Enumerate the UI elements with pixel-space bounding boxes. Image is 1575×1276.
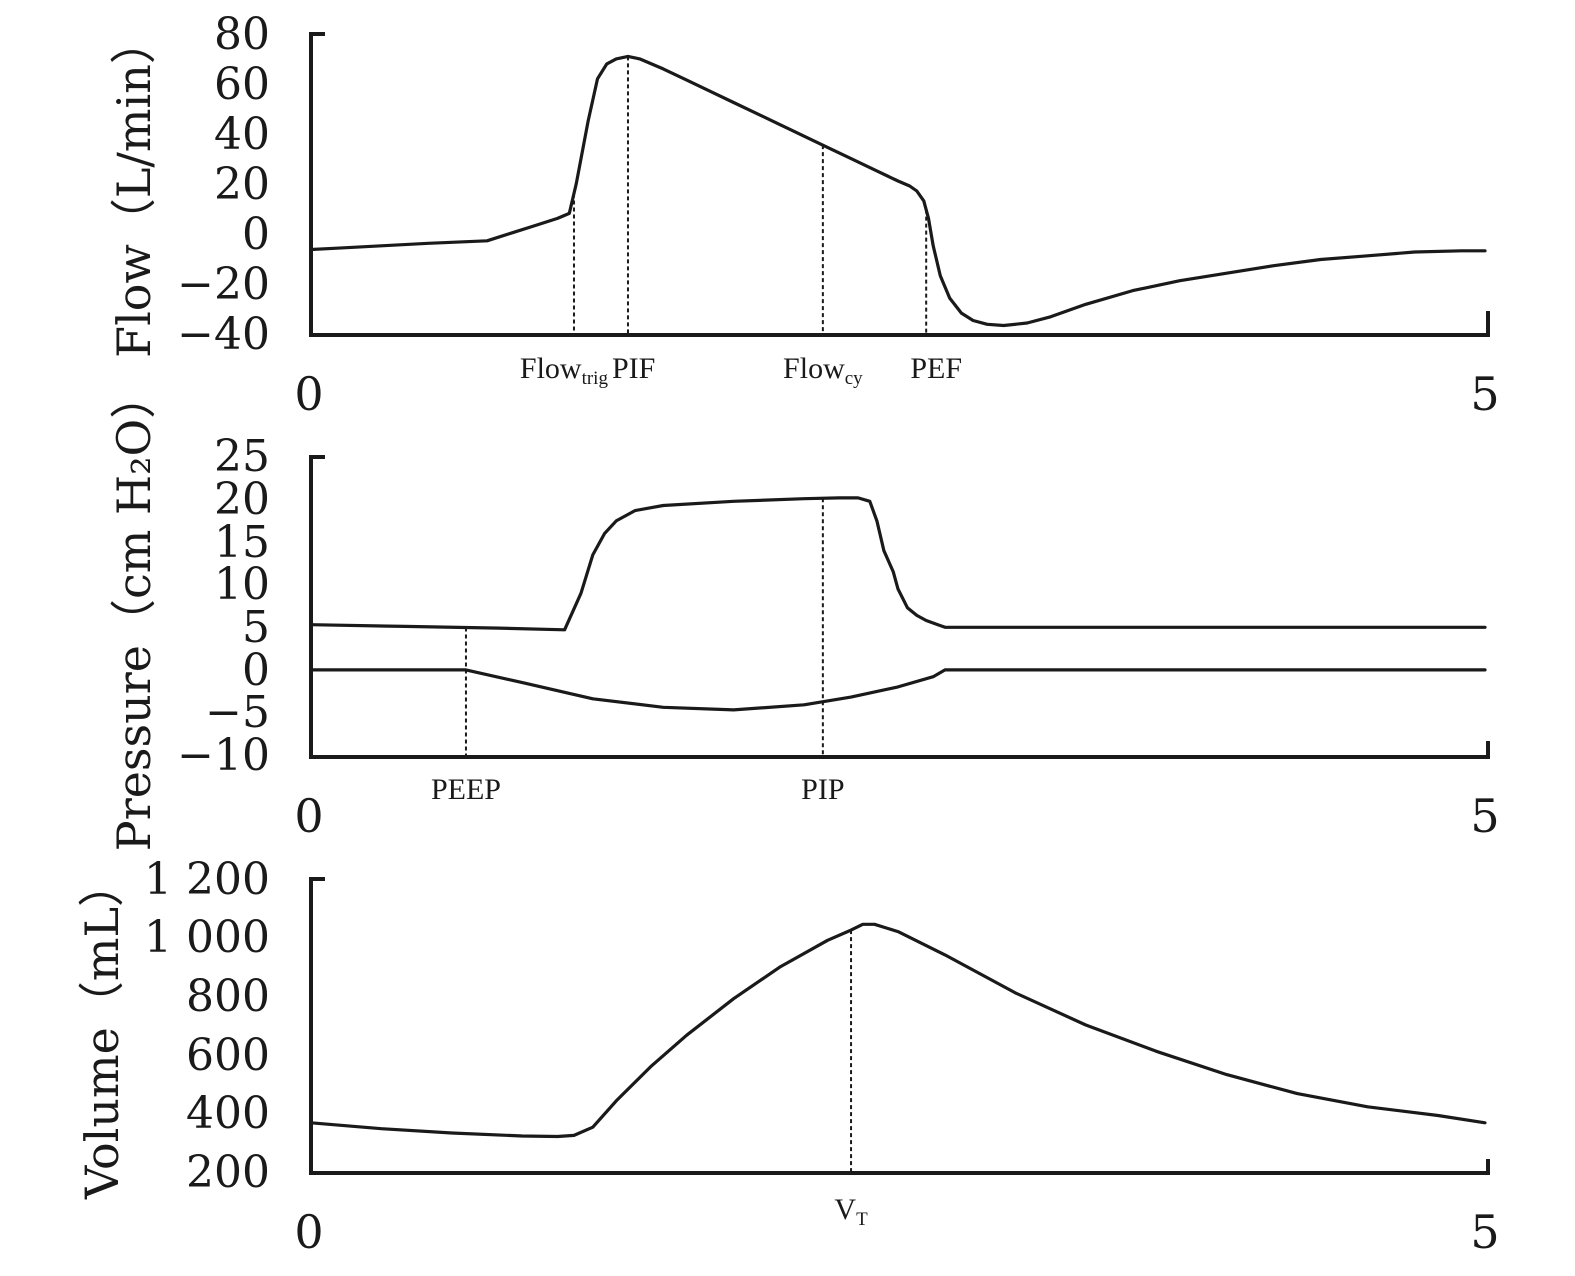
volume-y-axis-label: Volume（mL）: [75, 861, 129, 1200]
flow-marker-label: PEF: [910, 352, 962, 385]
flow-y-tick: 40: [214, 109, 270, 160]
flow-y-tick: 80: [214, 9, 270, 60]
flow-x-start-label: 0: [294, 367, 323, 421]
pressure-y-tick: 20: [214, 474, 270, 525]
flow-marker-label: Flowtrig: [520, 352, 609, 389]
pressure-plot-area: PEEP PIP: [309, 496, 1487, 806]
pressure-y-tick: 10: [214, 559, 270, 610]
pressure-series-line: [309, 668, 1487, 712]
flow-y-tick: −40: [177, 309, 270, 360]
pressure-series-line: [309, 496, 1487, 632]
volume-y-ticks: 1 200 1 000 800 600 400 200: [144, 854, 270, 1198]
pressure-y-tick: 25: [214, 431, 270, 482]
volume-panel: Volume（mL） 1 200 1 000 800 600 400 200 0…: [75, 854, 1500, 1259]
pressure-y-tick: 0: [242, 645, 270, 696]
flow-marker-label: Flowcy: [783, 352, 863, 389]
pressure-y-tick: 5: [242, 602, 270, 653]
volume-series-line: [309, 922, 1487, 1139]
pressure-axes: [309, 455, 1490, 759]
flow-y-tick: 0: [242, 209, 270, 260]
flow-series-line: [309, 54, 1487, 328]
flow-x-end-label: 5: [1470, 367, 1499, 421]
flow-y-tick: −20: [177, 259, 270, 310]
pressure-y-tick: −5: [205, 687, 270, 738]
flow-y-tick: 60: [214, 59, 270, 110]
volume-y-tick: 1 200: [144, 854, 270, 905]
volume-x-start-label: 0: [294, 1205, 323, 1259]
volume-y-tick: 1 000: [144, 912, 270, 963]
pressure-y-ticks: 25 20 15 10 5 0 −5 −10: [177, 431, 270, 781]
flow-y-tick: 20: [214, 159, 270, 210]
pressure-y-axis-label: Pressure（cm H₂O）: [107, 373, 161, 852]
pressure-x-start-label: 0: [294, 789, 323, 843]
flow-y-ticks: 80 60 40 20 0 −20 −40: [177, 9, 270, 360]
pressure-y-tick: −10: [177, 730, 270, 781]
volume-y-tick: 800: [186, 971, 270, 1022]
volume-axes: [309, 877, 1490, 1175]
pressure-panel: Pressure（cm H₂O） 25 20 15 10 5 0 −5 −10 …: [107, 373, 1500, 852]
volume-y-tick: 400: [186, 1088, 270, 1139]
volume-y-tick: 200: [186, 1147, 270, 1198]
flow-panel: Flow（L/min） 80 60 40 20 0 −20 −40 0 5 Fl…: [107, 9, 1500, 421]
flow-plot-area: Flowtrig PIF Flowcy PEF: [309, 54, 1487, 389]
pressure-x-end-label: 5: [1470, 789, 1499, 843]
flow-y-axis-label: Flow（L/min）: [107, 18, 161, 358]
volume-y-tick: 600: [186, 1030, 270, 1081]
flow-axes: [309, 32, 1490, 337]
pressure-marker-label: PIP: [801, 773, 844, 806]
flow-marker-label: PIF: [612, 352, 655, 385]
volume-marker-label: VT: [834, 1193, 868, 1230]
volume-x-end-label: 5: [1470, 1205, 1499, 1259]
pressure-y-tick: 15: [214, 517, 270, 568]
pressure-marker-label: PEEP: [431, 773, 501, 806]
volume-plot-area: VT: [309, 922, 1487, 1230]
